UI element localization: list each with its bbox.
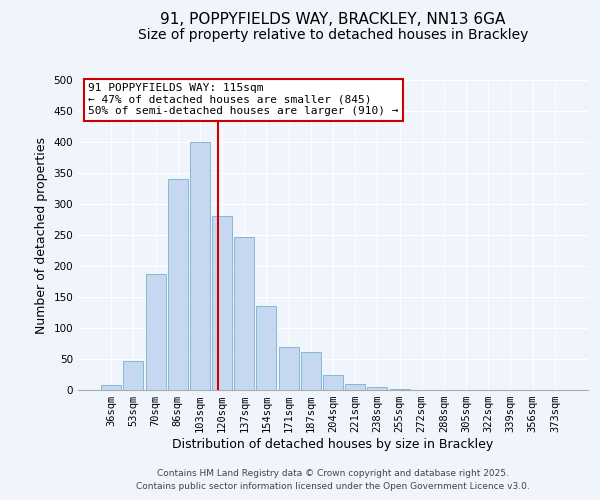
Text: Size of property relative to detached houses in Brackley: Size of property relative to detached ho… xyxy=(138,28,528,42)
X-axis label: Distribution of detached houses by size in Brackley: Distribution of detached houses by size … xyxy=(172,438,494,451)
Bar xyxy=(146,274,166,390)
Bar xyxy=(212,216,232,390)
Text: Contains public sector information licensed under the Open Government Licence v3: Contains public sector information licen… xyxy=(136,482,530,491)
Bar xyxy=(323,374,343,390)
Bar xyxy=(278,346,299,390)
Y-axis label: Number of detached properties: Number of detached properties xyxy=(35,136,48,334)
Bar xyxy=(101,385,121,390)
Text: 91 POPPYFIELDS WAY: 115sqm
← 47% of detached houses are smaller (845)
50% of sem: 91 POPPYFIELDS WAY: 115sqm ← 47% of deta… xyxy=(88,83,398,116)
Text: Contains HM Land Registry data © Crown copyright and database right 2025.: Contains HM Land Registry data © Crown c… xyxy=(157,468,509,477)
Bar xyxy=(168,179,188,390)
Bar xyxy=(301,352,321,390)
Bar xyxy=(389,389,410,390)
Bar xyxy=(367,387,388,390)
Bar xyxy=(124,362,143,390)
Bar xyxy=(345,384,365,390)
Bar xyxy=(256,306,277,390)
Bar xyxy=(190,142,210,390)
Bar xyxy=(234,238,254,390)
Text: 91, POPPYFIELDS WAY, BRACKLEY, NN13 6GA: 91, POPPYFIELDS WAY, BRACKLEY, NN13 6GA xyxy=(160,12,506,28)
